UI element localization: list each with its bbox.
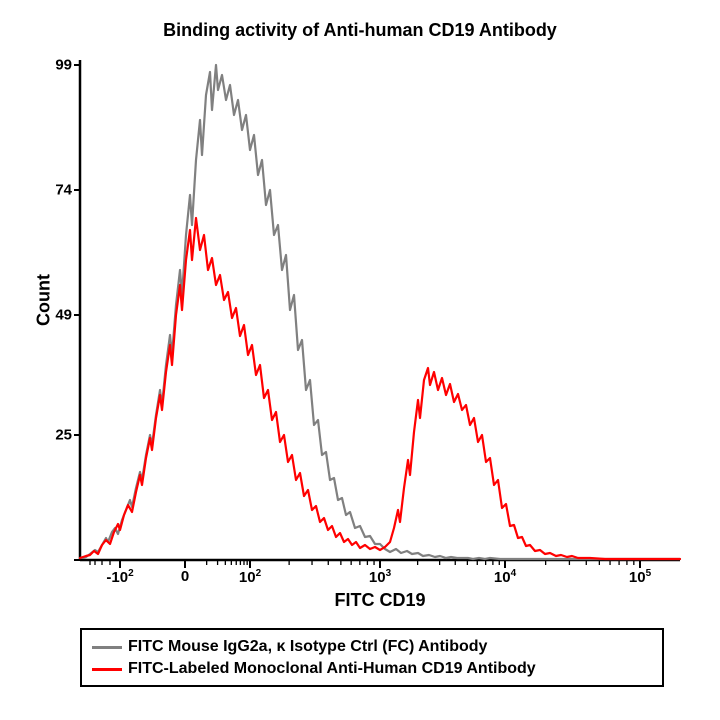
legend-swatch: [92, 646, 122, 649]
legend-row: FITC Mouse IgG2a, κ Isotype Ctrl (FC) An…: [92, 636, 652, 658]
figure-container: Binding activity of Anti-human CD19 Anti…: [0, 0, 720, 720]
legend-label: FITC Mouse IgG2a, κ Isotype Ctrl (FC) An…: [128, 636, 487, 658]
x-axis-label: FITC CD19: [80, 590, 680, 611]
x-tick-label: 102: [239, 568, 261, 586]
x-tick-label: -102: [106, 568, 133, 586]
y-tick-label: 49: [32, 307, 72, 324]
chart-title: Binding activity of Anti-human CD19 Anti…: [0, 20, 720, 41]
x-tick-label: 105: [629, 568, 651, 586]
legend-row: FITC-Labeled Monoclonal Anti-Human CD19 …: [92, 658, 652, 680]
legend-swatch: [92, 668, 122, 671]
y-tick-label: 99: [32, 57, 72, 74]
plot-svg: [80, 60, 680, 560]
legend-label: FITC-Labeled Monoclonal Anti-Human CD19 …: [128, 658, 536, 680]
legend: FITC Mouse IgG2a, κ Isotype Ctrl (FC) An…: [80, 628, 664, 687]
plot-area: [80, 60, 680, 560]
x-tick-label: 103: [369, 568, 391, 586]
x-tick-label: 0: [181, 568, 189, 585]
y-tick-label: 25: [32, 427, 72, 444]
y-tick-label: 74: [32, 182, 72, 199]
x-tick-label: 104: [494, 568, 516, 586]
